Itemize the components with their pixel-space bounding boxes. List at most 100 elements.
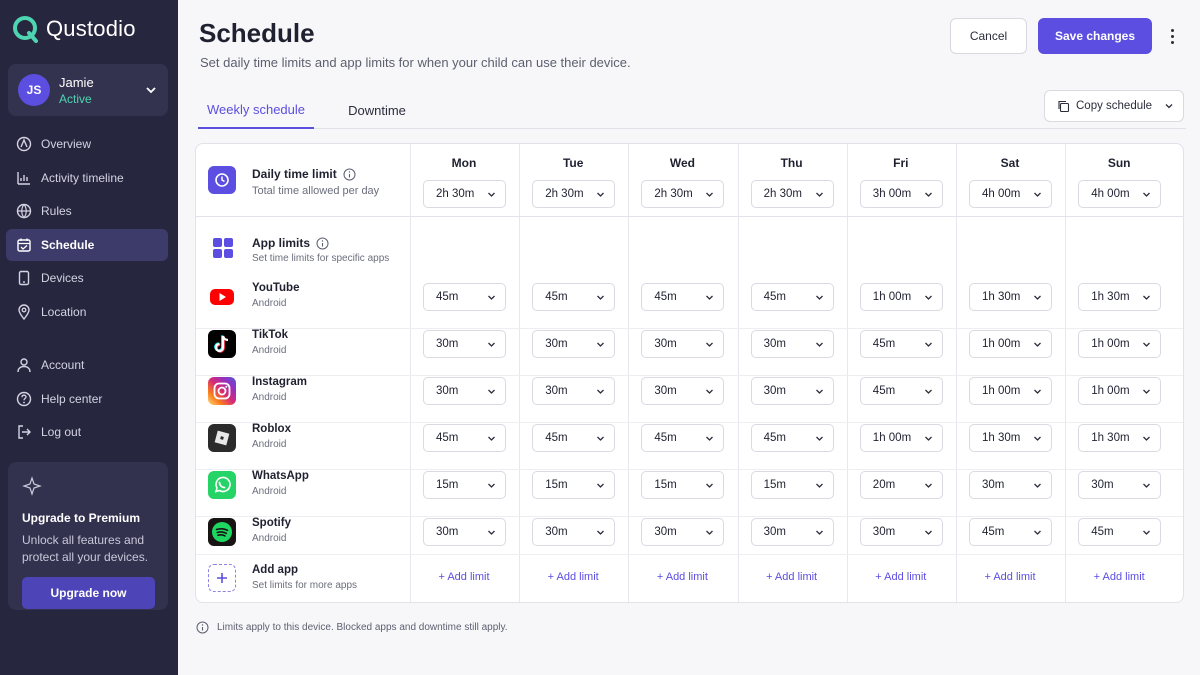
chevron-down-icon [488, 342, 495, 347]
app-limit-select-tiktok-mon[interactable]: 30m [423, 330, 506, 358]
add-limit-link-thu[interactable]: + Add limit [766, 571, 818, 583]
add-app-button[interactable] [208, 564, 236, 592]
app-limit-select-whatsapp-fri[interactable]: 20m [859, 471, 943, 499]
select-value: 15m [545, 479, 568, 491]
app-limit-select-whatsapp-sat[interactable]: 30m [969, 471, 1052, 499]
app-limit-select-roblox-mon[interactable]: 45m [423, 424, 506, 452]
sidebar-item-account[interactable]: Account [6, 349, 168, 381]
app-limit-select-instagram-thu[interactable]: 30m [750, 377, 834, 405]
brand-logo[interactable]: Qustodio [12, 15, 136, 43]
app-limit-select-spotify-tue[interactable]: 30m [532, 518, 616, 546]
daily-limit-select-thu[interactable]: 2h 30m [750, 180, 834, 208]
add-limit-link-wed[interactable]: + Add limit [656, 571, 708, 583]
app-limit-select-tiktok-sat[interactable]: 1h 00m [969, 330, 1052, 358]
upgrade-now-button[interactable]: Upgrade now [22, 577, 155, 609]
sidebar-item-label: Overview [41, 137, 92, 151]
app-grid-icon [213, 238, 233, 258]
select-value: 1h 00m [1091, 385, 1130, 397]
daily-limit-select-tue[interactable]: 2h 30m [532, 180, 616, 208]
sidebar-item-log-out[interactable]: Log out [6, 416, 168, 448]
add-limit-link-tue[interactable]: + Add limit [547, 571, 599, 583]
select-value: 4h 00m [982, 188, 1021, 200]
app-limit-select-youtube-sat[interactable]: 1h 30m [969, 283, 1052, 311]
app-name: Spotify [252, 517, 291, 529]
daily-limit-select-mon[interactable]: 2h 30m [423, 180, 506, 208]
add-limit-link-sat[interactable]: + Add limit [984, 571, 1036, 583]
chevron-down-icon [488, 436, 495, 441]
app-limit-select-instagram-wed[interactable]: 30m [641, 377, 725, 405]
chevron-down-icon [597, 530, 605, 535]
more-options-icon[interactable] [1164, 26, 1180, 46]
app-limit-select-tiktok-sun[interactable]: 1h 00m [1078, 330, 1162, 358]
daily-limit-select-fri[interactable]: 3h 00m [859, 180, 943, 208]
app-platform: Android [252, 486, 287, 497]
app-limit-select-youtube-tue[interactable]: 45m [532, 283, 616, 311]
app-limit-select-youtube-mon[interactable]: 45m [423, 283, 506, 311]
app-limit-select-spotify-wed[interactable]: 30m [641, 518, 725, 546]
sidebar-item-overview[interactable]: Overview [6, 128, 168, 160]
app-limit-select-instagram-sun[interactable]: 1h 00m [1078, 377, 1162, 405]
tab-downtime[interactable]: Downtime [348, 103, 406, 118]
app-limit-select-roblox-fri[interactable]: 1h 00m [859, 424, 943, 452]
app-limit-select-tiktok-wed[interactable]: 30m [641, 330, 725, 358]
sidebar-item-schedule[interactable]: Schedule [6, 228, 168, 261]
app-limit-select-spotify-sat[interactable]: 45m [969, 518, 1052, 546]
chevron-down-icon [815, 389, 823, 394]
sidebar-item-activity-timeline[interactable]: Activity timeline [6, 162, 168, 194]
app-limit-select-roblox-thu[interactable]: 45m [750, 424, 834, 452]
sidebar-item-label: Location [41, 304, 87, 319]
app-limit-select-spotify-mon[interactable]: 30m [423, 518, 506, 546]
app-limit-select-whatsapp-tue[interactable]: 15m [532, 471, 616, 499]
app-limit-select-roblox-sun[interactable]: 1h 30m [1078, 424, 1162, 452]
app-limit-select-tiktok-thu[interactable]: 30m [750, 330, 834, 358]
app-limit-select-spotify-sun[interactable]: 45m [1078, 518, 1162, 546]
app-limit-select-whatsapp-thu[interactable]: 15m [750, 471, 834, 499]
app-limit-select-spotify-thu[interactable]: 30m [750, 518, 834, 546]
chevron-down-icon [1034, 389, 1041, 394]
select-value: 45m [763, 291, 786, 303]
app-limit-select-spotify-fri[interactable]: 30m [859, 518, 943, 546]
app-limit-select-youtube-wed[interactable]: 45m [641, 283, 725, 311]
app-limit-select-instagram-sat[interactable]: 1h 00m [969, 377, 1052, 405]
schedule-tabs: Weekly schedule Downtime [198, 92, 1186, 129]
chevron-down-icon [597, 342, 605, 347]
sidebar-item-label: Devices [41, 271, 84, 285]
daily-limit-select-sat[interactable]: 4h 00m [969, 180, 1052, 208]
save-changes-button[interactable]: Save changes [1038, 18, 1152, 54]
daily-limit-select-wed[interactable]: 2h 30m [641, 180, 725, 208]
sidebar-item-label: Account [41, 358, 85, 372]
daily-limit-select-sun[interactable]: 4h 00m [1078, 180, 1162, 208]
tab-weekly-schedule[interactable]: Weekly schedule [198, 92, 314, 129]
copy-schedule-button[interactable]: Copy schedule [1044, 90, 1184, 122]
info-icon[interactable] [316, 237, 329, 250]
app-limit-select-tiktok-fri[interactable]: 45m [859, 330, 943, 358]
chevron-down-icon [706, 436, 714, 441]
app-limit-select-youtube-fri[interactable]: 1h 00m [859, 283, 943, 311]
chevron-down-icon [706, 342, 714, 347]
sidebar-item-location[interactable]: Location [6, 296, 168, 328]
sidebar-item-rules[interactable]: Rules [6, 195, 168, 227]
device-icon [18, 270, 30, 286]
app-limit-select-tiktok-tue[interactable]: 30m [532, 330, 616, 358]
add-limit-link-fri[interactable]: + Add limit [875, 571, 927, 583]
app-limit-select-whatsapp-mon[interactable]: 15m [423, 471, 506, 499]
app-limit-select-whatsapp-sun[interactable]: 30m [1078, 471, 1162, 499]
app-limit-select-whatsapp-wed[interactable]: 15m [641, 471, 725, 499]
app-limit-select-roblox-tue[interactable]: 45m [532, 424, 616, 452]
add-limit-link-mon[interactable]: + Add limit [438, 571, 490, 583]
add-limit-link-sun[interactable]: + Add limit [1093, 571, 1145, 583]
app-limit-select-youtube-thu[interactable]: 45m [750, 283, 834, 311]
child-profile-switcher[interactable]: JS Jamie Active [8, 64, 168, 116]
app-name: YouTube [252, 282, 300, 294]
app-limit-select-roblox-wed[interactable]: 45m [641, 424, 725, 452]
app-limit-select-instagram-tue[interactable]: 30m [532, 377, 616, 405]
app-limit-select-instagram-mon[interactable]: 30m [423, 377, 506, 405]
sidebar-item-help-center[interactable]: Help center [6, 383, 168, 415]
sidebar-item-devices[interactable]: Devices [6, 262, 168, 294]
app-limit-select-roblox-sat[interactable]: 1h 30m [969, 424, 1052, 452]
app-platform: Android [252, 298, 287, 309]
app-limit-select-instagram-fri[interactable]: 45m [859, 377, 943, 405]
info-icon[interactable] [343, 168, 356, 181]
app-limit-select-youtube-sun[interactable]: 1h 30m [1078, 283, 1162, 311]
cancel-button[interactable]: Cancel [950, 18, 1027, 54]
